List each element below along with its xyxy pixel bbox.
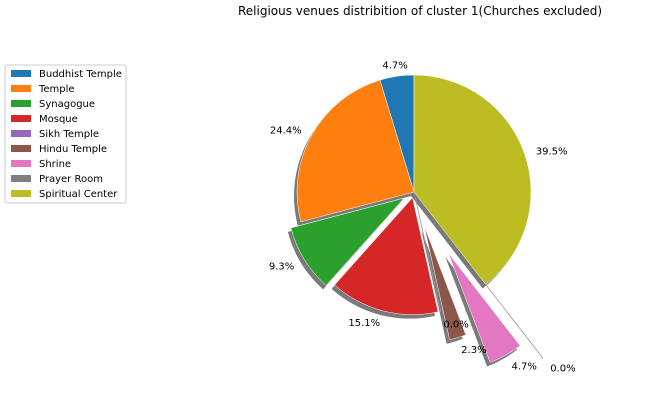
percent-label-buddhist-temple: 4.7% bbox=[382, 61, 407, 72]
legend-label-shrine: Shrine bbox=[39, 159, 71, 170]
legend-swatch-temple bbox=[11, 85, 31, 92]
legend-label-synagogue: Synagogue bbox=[39, 99, 95, 110]
slice-shrine bbox=[448, 253, 521, 363]
slice-temple bbox=[296, 79, 415, 223]
legend-swatch-synagogue bbox=[11, 100, 31, 107]
slice-spiritual-center bbox=[413, 74, 532, 285]
legend: Buddhist Temple Temple Synagogue Mosque Sikh… bbox=[4, 64, 127, 204]
legend-swatch-hindu-temple bbox=[11, 145, 31, 152]
slice-mosque bbox=[334, 197, 439, 315]
slice-synagogue bbox=[290, 197, 405, 286]
percent-label-shrine: 4.7% bbox=[511, 361, 536, 372]
legend-label-temple: Temple bbox=[38, 84, 75, 95]
percent-label-temple: 24.4% bbox=[270, 125, 302, 136]
percent-label-sikh-temple: 0.0% bbox=[443, 319, 468, 330]
percent-label-hindu-temple: 2.3% bbox=[461, 345, 486, 356]
slice-sikh-temple bbox=[414, 197, 442, 312]
legend-label-prayer-room: Prayer Room bbox=[39, 174, 103, 185]
legend-swatch-buddhist-temple bbox=[11, 70, 31, 77]
percent-labels: 4.7% 24.4% 9.3% 15.1% 0.0% 2.3% 4.7% 0.0% 39.5% bbox=[269, 61, 576, 375]
percent-label-mosque: 15.1% bbox=[348, 318, 380, 329]
pie-slices bbox=[290, 74, 544, 363]
legend-label-hindu-temple: Hindu Temple bbox=[39, 144, 107, 155]
legend-label-spiritual-center: Spiritual Center bbox=[39, 189, 118, 200]
percent-label-spiritual-center: 39.5% bbox=[536, 146, 568, 157]
legend-swatch-sikh-temple bbox=[11, 130, 31, 137]
legend-label-mosque: Mosque bbox=[39, 114, 78, 125]
slice-hindu-temple bbox=[423, 225, 467, 341]
legend-frame bbox=[4, 64, 127, 204]
legend-label-buddhist-temple: Buddhist Temple bbox=[39, 69, 122, 80]
chart-title: Religious venues distribition of cluster… bbox=[238, 4, 602, 18]
legend-swatch-prayer-room bbox=[11, 175, 31, 182]
percent-label-synagogue: 9.3% bbox=[269, 261, 294, 272]
legend-swatch-shrine bbox=[11, 160, 31, 167]
percent-label-prayer-room: 0.0% bbox=[550, 364, 575, 375]
legend-swatch-mosque bbox=[11, 115, 31, 122]
legend-label-sikh-temple: Sikh Temple bbox=[39, 129, 99, 140]
legend-swatch-spiritual-center bbox=[11, 190, 31, 197]
